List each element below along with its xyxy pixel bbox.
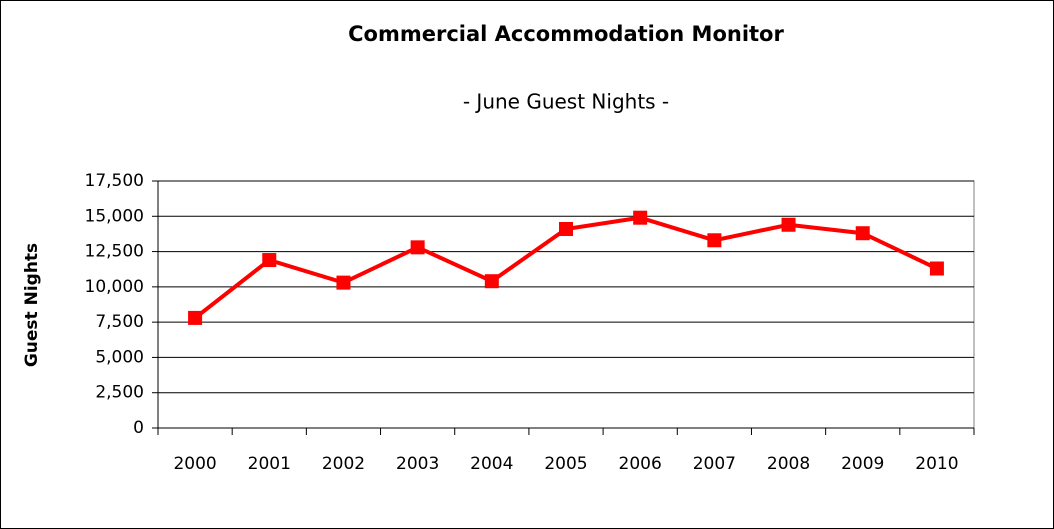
data-point bbox=[781, 217, 796, 232]
y-tick-label: 15,000 bbox=[85, 206, 144, 226]
x-tick-label: 2008 bbox=[767, 454, 810, 474]
data-point bbox=[855, 226, 870, 241]
data-point bbox=[188, 310, 203, 325]
x-tick-label: 2007 bbox=[693, 454, 736, 474]
x-tick-label: 2000 bbox=[173, 454, 216, 474]
data-point bbox=[484, 274, 499, 289]
data-point bbox=[633, 210, 648, 225]
y-tick-label: 10,000 bbox=[85, 277, 144, 297]
data-point bbox=[707, 233, 722, 248]
y-tick-label: 17,500 bbox=[85, 171, 144, 191]
plot-area bbox=[157, 180, 975, 429]
x-tick-label: 2004 bbox=[470, 454, 513, 474]
x-tick-label: 2009 bbox=[841, 454, 884, 474]
data-point bbox=[410, 240, 425, 255]
x-tick-label: 2003 bbox=[396, 454, 439, 474]
x-tick-label: 2002 bbox=[322, 454, 365, 474]
data-point bbox=[929, 261, 944, 276]
y-tick-label: 12,500 bbox=[85, 242, 144, 262]
chart-title: Commercial Accommodation Monitor bbox=[348, 22, 784, 46]
y-tick-label: 5,000 bbox=[95, 347, 144, 367]
chart-subtitle: - June Guest Nights - bbox=[463, 90, 669, 114]
x-tick-label: 2001 bbox=[248, 454, 291, 474]
x-tick-label: 2010 bbox=[915, 454, 958, 474]
y-axis-label: Guest Nights bbox=[22, 243, 42, 367]
data-point bbox=[336, 275, 351, 290]
y-tick-label: 7,500 bbox=[95, 312, 144, 332]
data-point bbox=[559, 221, 573, 236]
data-point bbox=[262, 253, 277, 268]
x-tick-label: 2006 bbox=[619, 454, 662, 474]
x-tick-label: 2005 bbox=[544, 454, 587, 474]
y-tick-label: 0 bbox=[133, 418, 144, 438]
y-tick-label: 2,500 bbox=[95, 383, 144, 403]
